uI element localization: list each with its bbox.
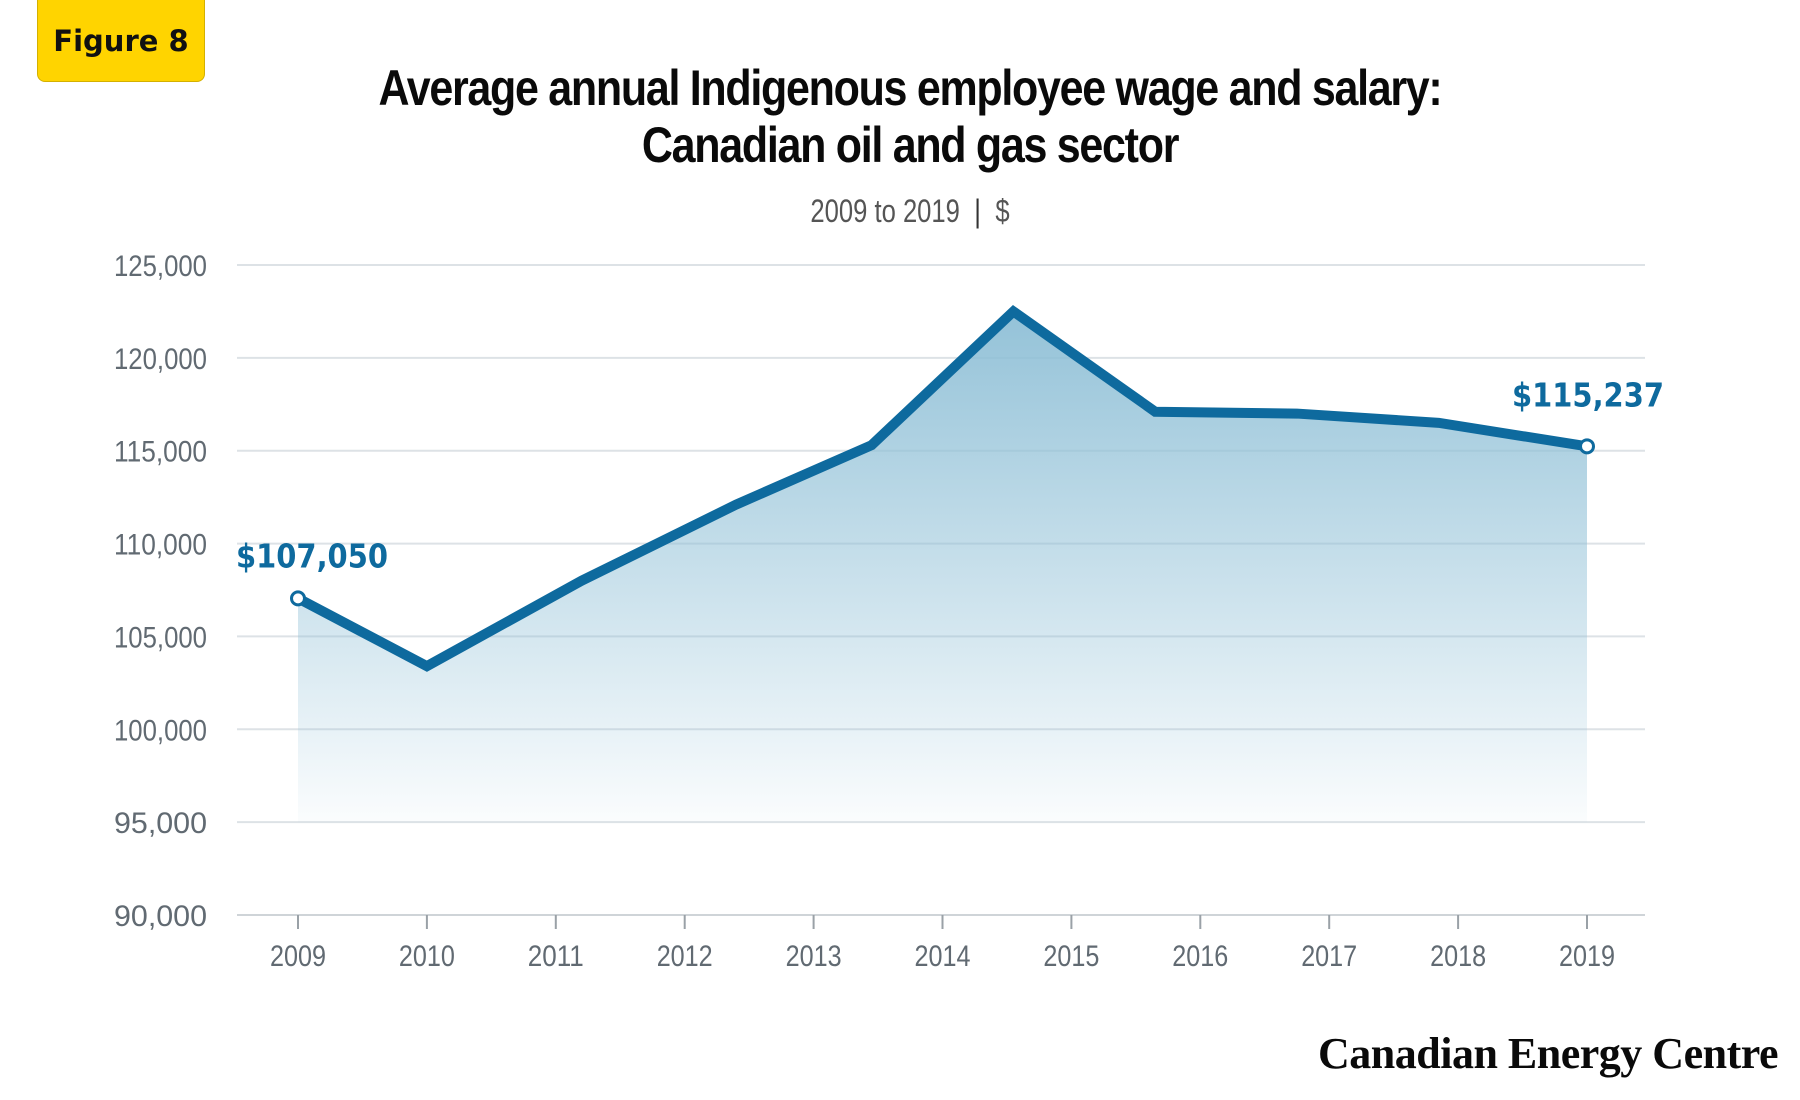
y-tick-label: 120,000 <box>114 343 207 376</box>
brand-logo: Canadian Energy Centre <box>1318 1029 1778 1078</box>
y-tick-label: 110,000 <box>114 529 207 562</box>
data-labels: $107,050 $115,237 <box>236 375 1664 575</box>
area-fill <box>298 311 1587 823</box>
figure-badge-label: Figure 8 <box>53 23 189 58</box>
axes: 90,000 95,000 100,000 105,000 110,000 115,000… <box>114 250 1615 973</box>
x-tick-label: 2009 <box>270 940 326 973</box>
series-line <box>295 304 1588 672</box>
figure-badge: Figure 8 <box>37 0 205 82</box>
x-tick-label: 2013 <box>786 940 842 973</box>
x-tick-label: 2012 <box>657 940 713 973</box>
x-tick-label: 2015 <box>1043 940 1099 973</box>
chart-title: Average annual Indigenous employee wage … <box>342 60 1477 174</box>
x-tick-label: 2014 <box>915 940 971 973</box>
y-tick-label: 105,000 <box>114 621 207 654</box>
area-fill-group <box>298 311 1587 823</box>
chart-subtitle: 2009 to 2019 | $ <box>662 193 1158 230</box>
chart-title-line-1: Average annual Indigenous employee wage … <box>378 60 1443 116</box>
x-tick-label: 2018 <box>1430 940 1486 973</box>
y-tick-label: 95,000 <box>114 807 207 840</box>
x-tick-label: 2011 <box>528 940 584 973</box>
subtitle-period: 2009 to 2019 <box>810 193 960 229</box>
x-tick-label: 2010 <box>399 940 455 973</box>
data-label: $107,050 <box>236 536 388 575</box>
endpoint-marker <box>290 590 306 607</box>
y-tick-label: 90,000 <box>114 900 207 933</box>
y-tick-label: 100,000 <box>114 714 207 747</box>
x-tick-label: 2016 <box>1172 940 1228 973</box>
series-line-group <box>290 304 1595 672</box>
subtitle-separator: | <box>974 193 981 229</box>
y-tick-label: 125,000 <box>114 250 207 283</box>
y-tick-label: 115,000 <box>114 436 207 469</box>
endpoint-marker <box>1579 438 1595 455</box>
subtitle-unit: $ <box>995 193 1010 229</box>
data-label: $115,237 <box>1512 375 1664 414</box>
x-tick-label: 2017 <box>1301 940 1357 973</box>
x-tick-label: 2019 <box>1559 940 1615 973</box>
chart-title-line-2: Canadian oil and gas sector <box>641 117 1180 173</box>
